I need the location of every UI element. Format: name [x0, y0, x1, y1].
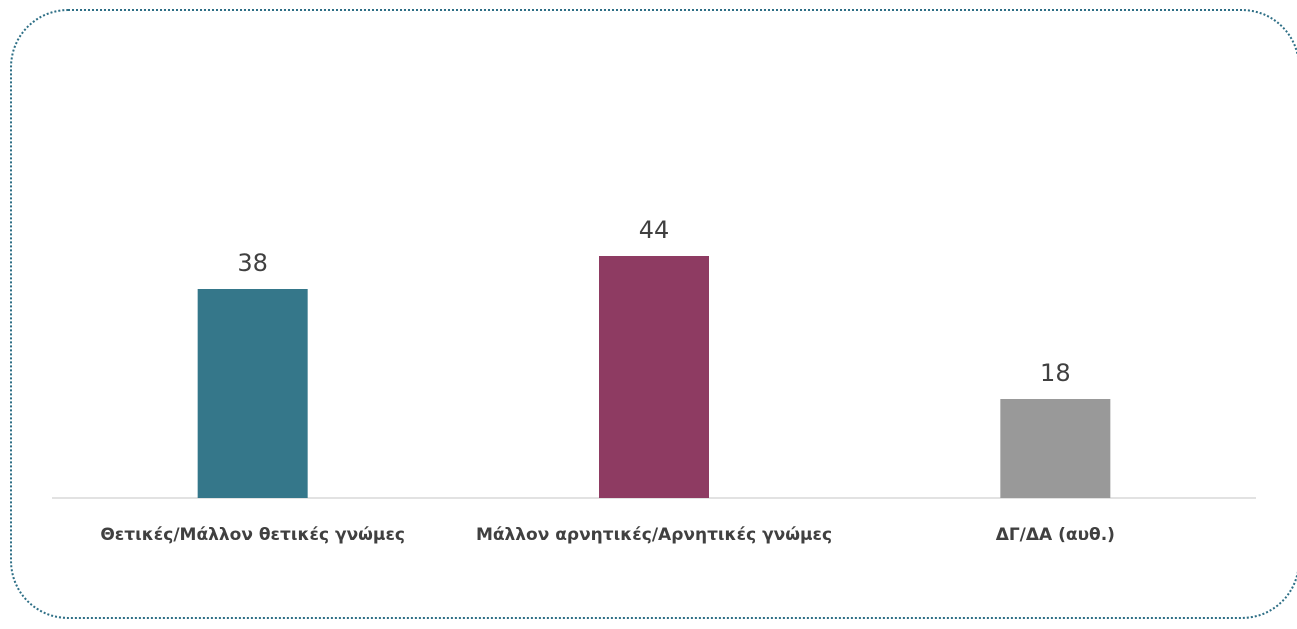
category-label-1: Θετικές/Μάλλον θετικές γνώμες	[100, 525, 405, 545]
bar-1	[197, 289, 308, 498]
value-label-2: 44	[639, 216, 670, 244]
value-label-1: 38	[237, 249, 268, 277]
bar-2	[599, 256, 709, 498]
category-label-3: ΔΓ/ΔΑ (αυθ.)	[996, 525, 1115, 545]
category-label-2: Μάλλον αρνητικές/Αρνητικές γνώμες	[476, 525, 832, 545]
bars-group	[197, 256, 1111, 498]
value-label-3: 18	[1040, 359, 1071, 387]
category-labels-group: Θετικές/Μάλλον θετικές γνώμες Μάλλον αρνη…	[100, 525, 1115, 545]
value-labels-group: 38 44 18	[237, 216, 1070, 387]
bar-3	[1000, 399, 1111, 498]
